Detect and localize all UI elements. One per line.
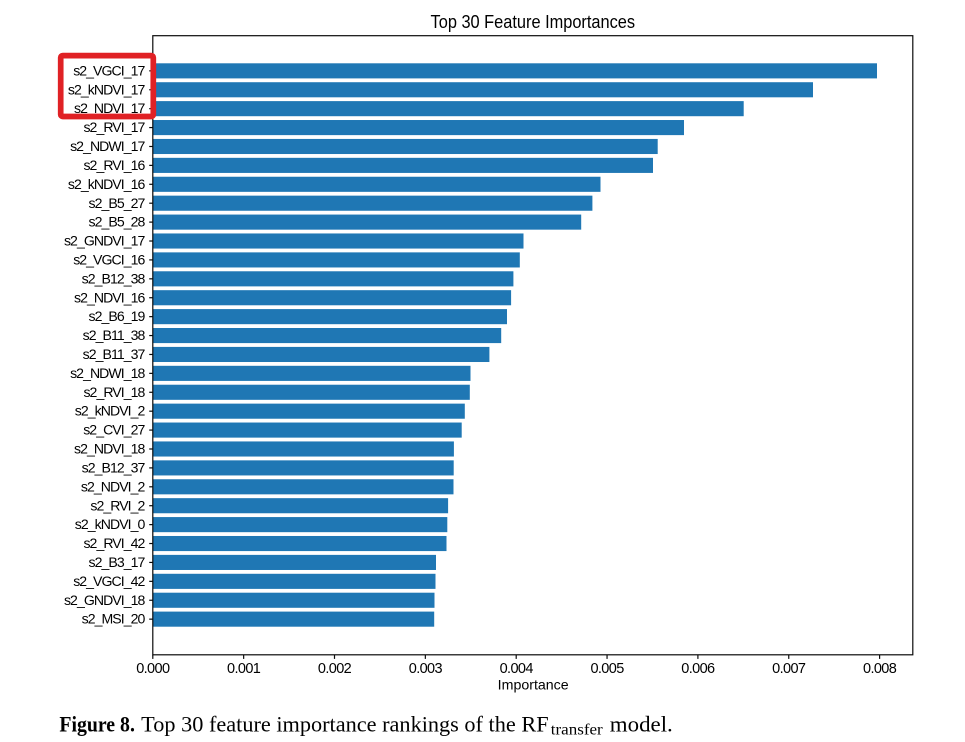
svg-text:s2_B11_38: s2_B11_38 (83, 327, 146, 343)
svg-text:s2_kNDVI_16: s2_kNDVI_16 (68, 176, 146, 192)
svg-text:model.: model. (610, 711, 673, 736)
svg-text:s2_kNDVI_17: s2_kNDVI_17 (68, 81, 146, 97)
svg-text:transfer: transfer (551, 721, 604, 738)
svg-text:s2_CVI_27: s2_CVI_27 (83, 422, 145, 438)
svg-text:0.000: 0.000 (136, 661, 170, 677)
svg-text:s2_NDVI_2: s2_NDVI_2 (81, 478, 146, 494)
svg-text:s2_B6_19: s2_B6_19 (89, 308, 146, 324)
svg-text:Figure 8.: Figure 8. (59, 711, 134, 736)
svg-text:s2_B5_28: s2_B5_28 (89, 214, 146, 230)
svg-text:s2_RVI_42: s2_RVI_42 (83, 535, 145, 551)
svg-text:s2_MSI_20: s2_MSI_20 (82, 611, 146, 627)
svg-text:Top 30 Feature Importances: Top 30 Feature Importances (431, 11, 636, 32)
svg-text:s2_VGCI_17: s2_VGCI_17 (73, 62, 145, 78)
svg-text:Top 30 feature importance rank: Top 30 feature importance rankings of th… (141, 711, 548, 736)
svg-text:s2_GNDVI_17: s2_GNDVI_17 (64, 233, 146, 249)
svg-text:s2_NDVI_16: s2_NDVI_16 (74, 289, 146, 305)
svg-text:0.004: 0.004 (500, 661, 534, 677)
svg-text:s2_B12_38: s2_B12_38 (82, 270, 146, 286)
svg-text:s2_RVI_2: s2_RVI_2 (90, 497, 145, 513)
svg-text:s2_kNDVI_2: s2_kNDVI_2 (75, 403, 146, 419)
svg-text:0.007: 0.007 (772, 661, 806, 677)
svg-text:s2_GNDVI_18: s2_GNDVI_18 (64, 592, 146, 608)
svg-text:s2_VGCI_42: s2_VGCI_42 (73, 573, 145, 589)
svg-text:s2_RVI_17: s2_RVI_17 (83, 119, 145, 135)
svg-text:s2_NDVI_17: s2_NDVI_17 (74, 100, 146, 116)
svg-text:s2_B3_17: s2_B3_17 (89, 554, 146, 570)
svg-text:s2_VGCI_16: s2_VGCI_16 (73, 251, 145, 267)
svg-text:0.002: 0.002 (318, 661, 352, 677)
svg-text:0.005: 0.005 (590, 661, 624, 677)
svg-text:s2_NDWI_17: s2_NDWI_17 (70, 138, 145, 154)
svg-text:s2_NDVI_18: s2_NDVI_18 (74, 441, 146, 457)
svg-text:0.008: 0.008 (863, 661, 897, 677)
svg-text:0.006: 0.006 (681, 661, 715, 677)
svg-text:s2_B12_37: s2_B12_37 (82, 459, 146, 475)
svg-text:s2_RVI_16: s2_RVI_16 (83, 157, 145, 173)
svg-text:s2_B5_27: s2_B5_27 (89, 195, 146, 211)
svg-text:0.003: 0.003 (409, 661, 443, 677)
svg-text:s2_NDWI_18: s2_NDWI_18 (70, 365, 145, 381)
svg-text:s2_kNDVI_0: s2_kNDVI_0 (75, 516, 146, 532)
svg-text:s2_RVI_18: s2_RVI_18 (83, 384, 145, 400)
svg-text:Importance: Importance (498, 677, 569, 692)
svg-text:s2_B11_37: s2_B11_37 (83, 346, 146, 362)
svg-text:0.001: 0.001 (227, 661, 261, 677)
